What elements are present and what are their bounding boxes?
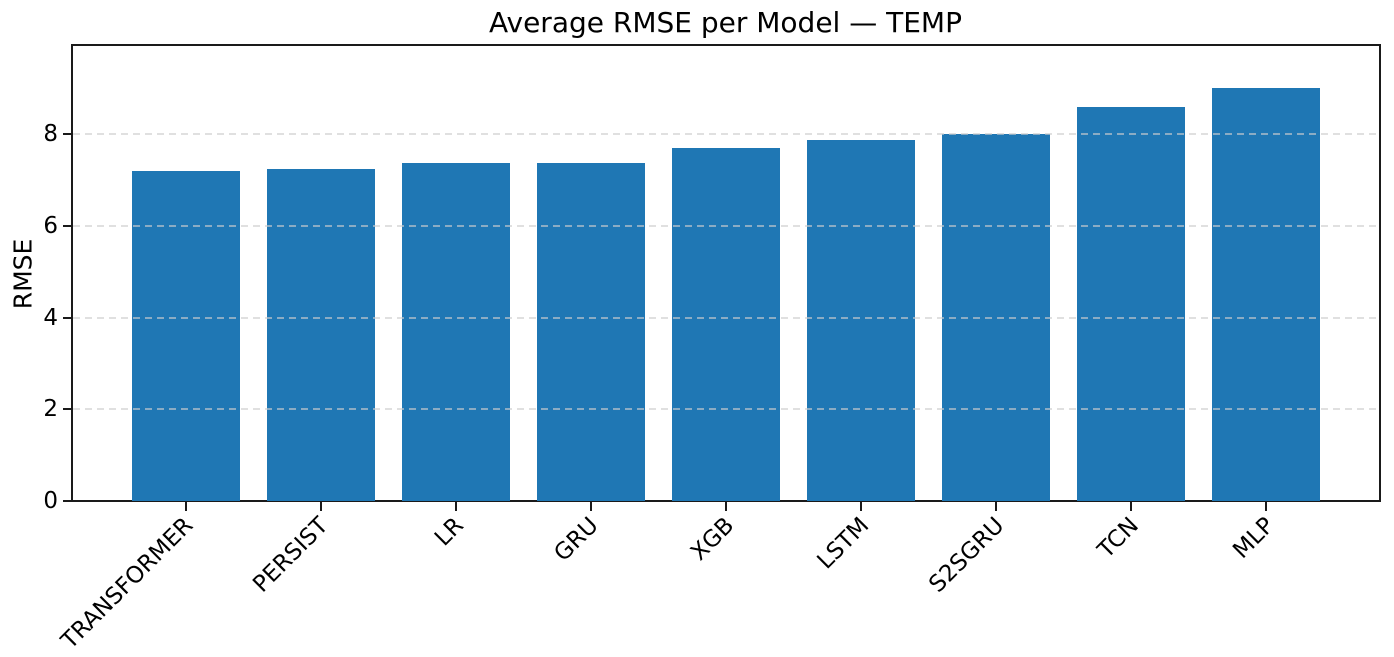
gridline-y4 <box>73 316 1378 319</box>
x-tick-label-persist: PERSIST <box>248 512 334 598</box>
x-tick-label-s2sgru: S2SGRU <box>923 512 1010 598</box>
x-tick-mark <box>319 502 322 511</box>
x-tick-label-lr: LR <box>429 512 469 552</box>
gridline-y2 <box>73 408 1378 411</box>
x-tick-label-transformer: TRANSFORMER <box>56 512 199 655</box>
x-tick-mark <box>724 502 727 511</box>
x-tick-mark <box>184 502 187 511</box>
bottom-spine <box>71 500 1381 502</box>
y-tick-mark <box>63 316 72 319</box>
bar-gru <box>536 162 645 501</box>
y-tick-mark <box>63 133 72 136</box>
y-tick-mark <box>63 408 72 411</box>
y-tick-label-8: 8 <box>43 121 58 148</box>
y-tick-label-0: 0 <box>43 488 58 514</box>
x-tick-mark <box>995 502 998 511</box>
y-tick-label-4: 4 <box>43 304 58 331</box>
bar-transformer <box>131 171 240 501</box>
bar-lr <box>401 162 510 501</box>
y-axis-label: RMSE <box>8 238 38 310</box>
chart-title: Average RMSE per Model — TEMP <box>489 6 962 39</box>
y-tick-mark <box>63 500 72 502</box>
bar-lstm <box>807 139 915 501</box>
x-tick-label-lstm: LSTM <box>812 512 874 575</box>
left-spine <box>71 44 73 502</box>
x-tick-mark <box>454 502 457 511</box>
y-tick-label-6: 6 <box>43 213 58 240</box>
y-tick-mark <box>63 225 72 228</box>
x-tick-mark <box>1130 502 1133 511</box>
x-tick-label-tcn: TCN <box>1093 512 1145 564</box>
gridline-y6 <box>73 225 1378 228</box>
top-spine <box>71 44 1381 46</box>
x-tick-label-xgb: XGB <box>685 512 739 566</box>
x-tick-mark <box>1265 502 1268 511</box>
x-tick-label-gru: GRU <box>549 512 604 567</box>
bar-xgb <box>671 148 780 501</box>
gridline-y8 <box>73 133 1378 136</box>
bar-mlp <box>1212 88 1321 501</box>
x-tick-mark <box>589 502 592 511</box>
bar-persist <box>266 168 375 501</box>
y-tick-label-2: 2 <box>43 396 58 423</box>
x-tick-mark <box>860 502 862 511</box>
bar-tcn <box>1077 106 1186 501</box>
right-spine <box>1379 44 1381 502</box>
x-tick-label-mlp: MLP <box>1227 512 1280 564</box>
